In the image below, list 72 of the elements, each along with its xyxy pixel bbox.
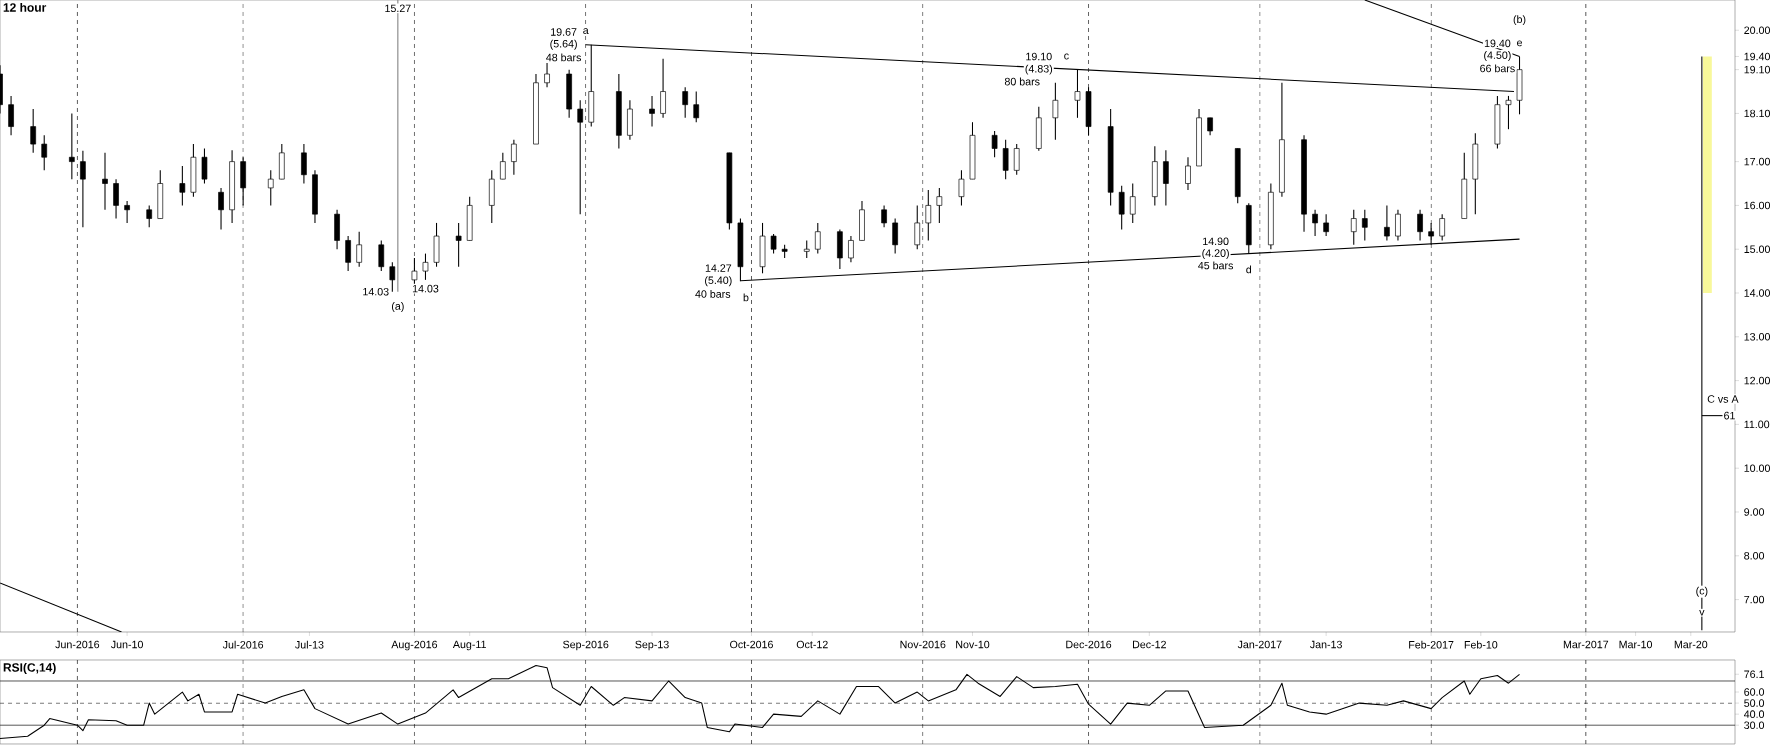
annotation: v <box>1699 609 1705 616</box>
y-tick-label: 9.00 <box>1744 508 1765 516</box>
x-tick-label: Jun-10 <box>110 640 143 649</box>
x-tick-label: Jan-13 <box>1309 640 1342 649</box>
y-tick-label: 30.0 <box>1744 721 1765 729</box>
annotation: a <box>583 28 589 35</box>
annotation: (4.50) <box>1484 51 1511 62</box>
x-tick-label: Mar-10 <box>1619 640 1653 649</box>
annotation: 48 bars <box>546 53 582 62</box>
x-tick-label: Dec-2016 <box>1066 640 1112 649</box>
y-tick-label: 76.1 <box>1744 670 1764 679</box>
x-tick-label: Jul-2016 <box>222 640 264 649</box>
x-tick-label: Jul-13 <box>295 640 324 649</box>
x-tick-label: Jan-2017 <box>1237 640 1282 649</box>
y-tick-label: 12.00 <box>1744 376 1770 385</box>
annotation: d <box>1246 265 1252 274</box>
annotation: 80 bars <box>1004 77 1040 86</box>
annotation: 40 bars <box>695 289 731 298</box>
annotation: 19.40 <box>1484 39 1511 48</box>
y-tick-label: 19.40 <box>1744 52 1770 61</box>
x-tick-label: Nov-2016 <box>900 640 946 649</box>
x-tick-label: Mar-2017 <box>1563 640 1609 649</box>
annotation: 45 bars <box>1198 261 1234 270</box>
annotation: 19.10 <box>1026 52 1052 61</box>
annotation: 15.27 <box>385 4 411 13</box>
chart-title: RSI(C,14) <box>3 662 56 675</box>
y-tick-label: 8.00 <box>1744 552 1765 560</box>
annotation: (c) <box>1696 586 1708 597</box>
annotation: (5.40) <box>705 276 732 287</box>
annotation: 14.03 <box>412 284 439 293</box>
y-tick-label: 40.0 <box>1743 710 1765 718</box>
y-tick-label: 17.00 <box>1744 157 1770 166</box>
annotation: (b) <box>1513 15 1526 26</box>
x-tick-label: Jun-2016 <box>55 640 100 649</box>
annotation: 14.03 <box>363 287 389 296</box>
annotation: (5.64) <box>550 39 577 50</box>
annotation: 19.67 <box>551 28 577 36</box>
chart-title: 12 hour <box>3 2 47 12</box>
x-tick-label: Nov-10 <box>956 640 990 649</box>
annotation: e <box>1517 40 1523 47</box>
y-tick-label: 19.10 <box>1744 65 1770 74</box>
x-tick-label: Oct-2016 <box>730 640 773 649</box>
x-tick-label: Oct-12 <box>796 640 828 649</box>
x-tick-label: Dec-12 <box>1133 640 1166 649</box>
y-tick-label: 60.0 <box>1744 688 1765 696</box>
x-tick-label: Sep-13 <box>635 640 669 651</box>
annotation: b <box>743 293 749 302</box>
y-tick-label: 16.00 <box>1744 201 1770 210</box>
annotation: (a) <box>392 302 404 312</box>
annotation: 66 bars <box>1480 64 1515 73</box>
y-tick-label: 7.00 <box>1744 595 1765 604</box>
y-tick-label: 15.00 <box>1744 245 1770 253</box>
x-tick-label: Feb-10 <box>1464 640 1498 649</box>
y-tick-label: 20.00 <box>1744 26 1770 34</box>
annotation: C vs A <box>1707 395 1739 403</box>
x-tick-label: Sep-2016 <box>563 640 609 651</box>
y-tick-label: 11.00 <box>1744 420 1770 429</box>
annotation: c <box>1064 53 1069 60</box>
annotation: 14.27 <box>705 264 732 272</box>
y-tick-label: 18.10 <box>1744 109 1770 118</box>
y-tick-label: 50.0 <box>1744 699 1765 707</box>
y-tick-label: 13.00 <box>1744 333 1770 341</box>
annotation: 61 <box>1724 411 1735 420</box>
annotation: (4.83) <box>1025 64 1053 75</box>
x-tick-label: Aug-2016 <box>391 640 438 651</box>
annotation: 14.90 <box>1203 237 1229 246</box>
y-tick-label: 14.00 <box>1744 289 1770 297</box>
x-tick-label: Mar-20 <box>1674 640 1708 649</box>
x-tick-label: Aug-11 <box>452 640 486 651</box>
x-tick-label: Feb-2017 <box>1409 640 1454 649</box>
y-tick-label: 10.00 <box>1744 464 1770 472</box>
annotation: (4.20) <box>1202 249 1229 259</box>
